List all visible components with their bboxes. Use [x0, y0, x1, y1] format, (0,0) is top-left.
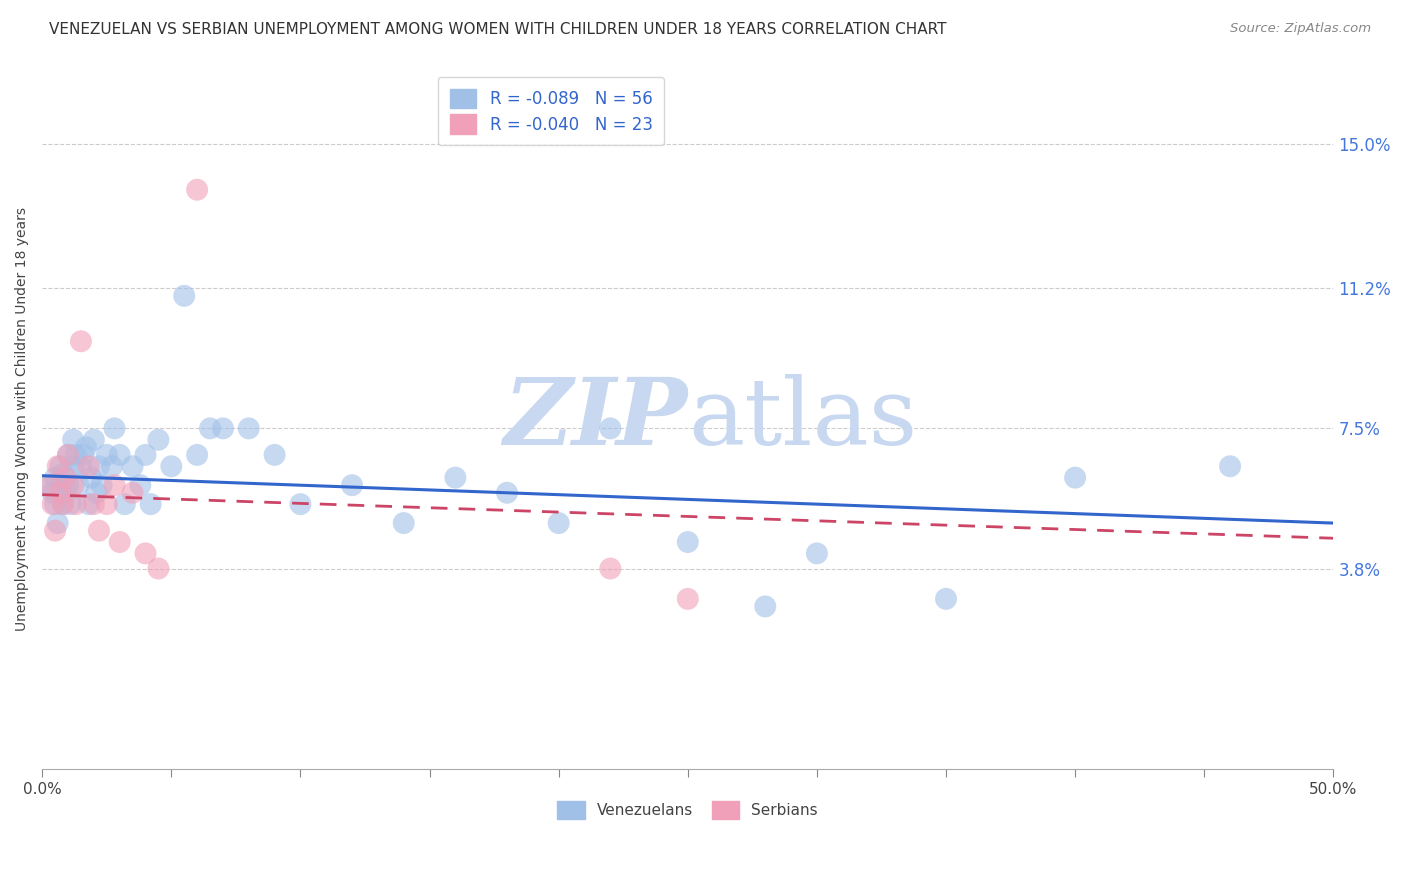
Point: [340, 478, 363, 492]
Point: [96, 497, 118, 511]
Point: [72, 448, 94, 462]
Point: [754, 599, 776, 614]
Point: [212, 421, 235, 435]
Point: [41, 497, 63, 511]
Point: [55, 485, 77, 500]
Point: [56, 448, 79, 462]
Point: [70, 459, 93, 474]
Point: [56, 448, 79, 462]
Text: ZIP: ZIP: [503, 374, 688, 464]
Point: [129, 478, 152, 492]
Text: atlas: atlas: [688, 374, 917, 464]
Point: [103, 478, 125, 492]
Point: [806, 546, 828, 560]
Point: [77, 497, 100, 511]
Point: [496, 485, 519, 500]
Point: [83, 497, 105, 511]
Point: [87, 459, 110, 474]
Point: [676, 591, 699, 606]
Point: [160, 459, 183, 474]
Point: [90, 478, 112, 492]
Point: [83, 433, 105, 447]
Point: [67, 478, 90, 492]
Point: [1064, 470, 1087, 484]
Point: [65, 448, 87, 462]
Point: [49, 459, 72, 474]
Point: [39, 478, 62, 492]
Point: [1219, 459, 1241, 474]
Y-axis label: Unemployment Among Women with Children Under 18 years: Unemployment Among Women with Children U…: [15, 207, 30, 631]
Point: [547, 516, 569, 530]
Point: [599, 561, 621, 575]
Point: [70, 334, 93, 349]
Point: [108, 535, 131, 549]
Legend: Venezuelans, Serbians: Venezuelans, Serbians: [551, 795, 824, 825]
Point: [935, 591, 957, 606]
Point: [41, 485, 63, 500]
Point: [114, 497, 136, 511]
Point: [186, 183, 208, 197]
Point: [599, 421, 621, 435]
Point: [44, 497, 66, 511]
Point: [263, 448, 285, 462]
Point: [108, 448, 131, 462]
Point: [55, 470, 77, 484]
Point: [186, 448, 208, 462]
Text: VENEZUELAN VS SERBIAN UNEMPLOYMENT AMONG WOMEN WITH CHILDREN UNDER 18 YEARS CORR: VENEZUELAN VS SERBIAN UNEMPLOYMENT AMONG…: [49, 22, 946, 37]
Point: [173, 289, 195, 303]
Point: [101, 459, 124, 474]
Point: [103, 421, 125, 435]
Point: [134, 448, 156, 462]
Point: [59, 497, 82, 511]
Text: Source: ZipAtlas.com: Source: ZipAtlas.com: [1230, 22, 1371, 36]
Point: [44, 470, 66, 484]
Point: [121, 485, 143, 500]
Point: [80, 470, 103, 484]
Point: [46, 516, 69, 530]
Point: [134, 546, 156, 560]
Point: [148, 433, 170, 447]
Point: [52, 497, 75, 511]
Point: [290, 497, 312, 511]
Point: [87, 524, 110, 538]
Point: [62, 433, 84, 447]
Point: [46, 459, 69, 474]
Point: [56, 478, 79, 492]
Point: [392, 516, 415, 530]
Point: [44, 524, 66, 538]
Point: [75, 440, 97, 454]
Point: [238, 421, 260, 435]
Point: [39, 478, 62, 492]
Point: [62, 459, 84, 474]
Point: [121, 459, 143, 474]
Point: [52, 467, 75, 481]
Point: [86, 485, 108, 500]
Point: [49, 485, 72, 500]
Point: [65, 497, 87, 511]
Point: [77, 459, 100, 474]
Point: [676, 535, 699, 549]
Point: [444, 470, 467, 484]
Point: [62, 478, 84, 492]
Point: [139, 497, 162, 511]
Point: [49, 478, 72, 492]
Point: [148, 561, 170, 575]
Point: [52, 497, 75, 511]
Point: [96, 448, 118, 462]
Point: [198, 421, 221, 435]
